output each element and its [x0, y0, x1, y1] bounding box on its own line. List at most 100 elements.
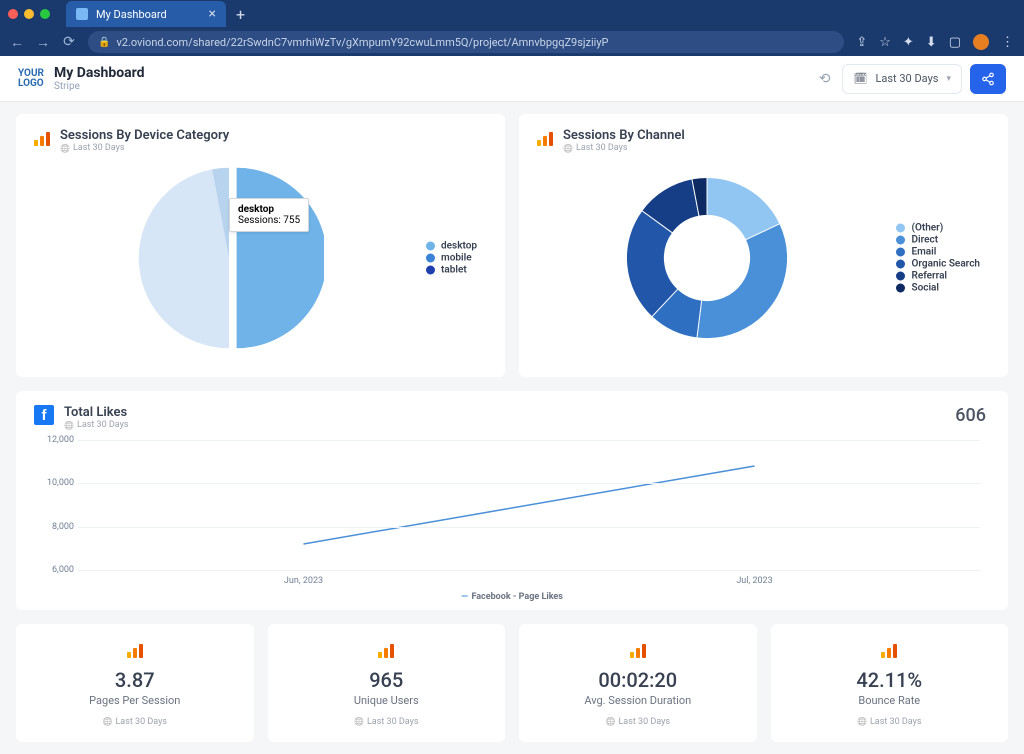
- metric-label: Unique Users: [280, 694, 494, 707]
- active-tab[interactable]: My Dashboard ×: [66, 1, 226, 27]
- x-tick-label: Jun, 2023: [284, 576, 323, 586]
- legend-swatch: [896, 236, 905, 245]
- date-range-label: Last 30 Days: [875, 72, 938, 85]
- facebook-icon: f: [34, 405, 54, 425]
- share-button[interactable]: [970, 64, 1006, 94]
- minimize-window-icon[interactable]: [24, 9, 34, 19]
- legend-swatch: [426, 266, 435, 275]
- metric-label: Avg. Session Duration: [531, 694, 745, 707]
- card-title: Sessions By Device Category: [60, 128, 229, 143]
- legend-item[interactable]: Email: [896, 247, 980, 258]
- date-range-selector[interactable]: 🗓 Last 30 Days ▾: [842, 64, 962, 94]
- total-likes-value: 606: [955, 405, 986, 426]
- card-subtitle: Last 30 Days: [60, 143, 229, 153]
- gridline: [78, 440, 980, 441]
- line-chart: 6,0008,00010,00012,000 Jun, 2023Jul, 202…: [34, 440, 990, 590]
- metric-value: 965: [280, 668, 494, 692]
- gridline: [78, 570, 980, 571]
- legend-label: Social: [911, 283, 939, 294]
- legend-item[interactable]: Direct: [896, 235, 980, 246]
- donut-legend: (Other)DirectEmailOrganic SearchReferral…: [896, 222, 980, 295]
- legend-item[interactable]: desktop: [426, 241, 477, 252]
- google-analytics-icon: [127, 642, 143, 658]
- window-controls: [8, 9, 50, 19]
- lock-icon: 🔒: [98, 37, 110, 48]
- menu-icon[interactable]: ⋮: [1001, 35, 1014, 50]
- metrics-row: 3.87 Pages Per Session Last 30 Days 965 …: [16, 624, 1008, 742]
- profile-avatar[interactable]: [973, 34, 989, 50]
- new-tab-button[interactable]: +: [236, 5, 245, 24]
- card-total-likes: f Total Likes Last 30 Days 606 6,0008,00…: [16, 391, 1008, 610]
- legend-item[interactable]: tablet: [426, 265, 477, 276]
- url-row: ← → ⟳ 🔒 v2.oviond.com/shared/22rSwdnC7vm…: [0, 28, 1024, 56]
- legend-item[interactable]: Referral: [896, 271, 980, 282]
- extensions-icon[interactable]: ✦: [903, 35, 914, 50]
- legend-swatch: [896, 248, 905, 257]
- url-text: v2.oviond.com/shared/22rSwdnC7vmrhiWzTv/…: [116, 36, 608, 49]
- download-icon[interactable]: ⬇: [926, 35, 937, 50]
- legend-label: Email: [911, 247, 936, 258]
- maximize-window-icon[interactable]: [40, 9, 50, 19]
- page-subtitle: Stripe: [54, 81, 145, 92]
- y-tick-label: 12,000: [47, 435, 74, 445]
- panel-icon[interactable]: ▢: [949, 35, 961, 50]
- metric-card: 3.87 Pages Per Session Last 30 Days: [16, 624, 254, 742]
- pie-chart: desktop Sessions: 755: [134, 163, 324, 353]
- legend-item[interactable]: mobile: [426, 253, 477, 264]
- chevron-down-icon: ▾: [946, 74, 951, 84]
- title-bar: My Dashboard × +: [0, 0, 1024, 28]
- metric-value: 3.87: [28, 668, 242, 692]
- card-sessions-by-channel: Sessions By Channel Last 30 Days (Other)…: [519, 114, 1008, 377]
- share-icon: [981, 72, 995, 86]
- legend-label: desktop: [441, 241, 477, 252]
- share-browser-icon[interactable]: ⇪: [856, 35, 867, 50]
- card-sessions-by-device: Sessions By Device Category Last 30 Days…: [16, 114, 505, 377]
- legend-label: mobile: [441, 253, 472, 264]
- legend-swatch: [426, 242, 435, 251]
- legend-label: tablet: [441, 265, 467, 276]
- legend-label: Referral: [911, 271, 947, 282]
- logo: YOUR LOGO: [18, 69, 44, 88]
- legend-swatch: [896, 260, 905, 269]
- legend-label: Direct: [911, 235, 938, 246]
- address-bar[interactable]: 🔒 v2.oviond.com/shared/22rSwdnC7vmrhiWzT…: [88, 31, 844, 53]
- pie-legend: desktopmobiletablet: [426, 240, 477, 277]
- forward-button[interactable]: →: [36, 34, 50, 51]
- google-analytics-icon: [537, 130, 553, 146]
- content: Sessions By Device Category Last 30 Days…: [0, 102, 1024, 754]
- card-subtitle: Last 30 Days: [64, 420, 129, 430]
- metric-label: Bounce Rate: [783, 694, 997, 707]
- google-analytics-icon: [881, 642, 897, 658]
- legend-item[interactable]: (Other): [896, 223, 980, 234]
- y-tick-label: 6,000: [52, 565, 74, 575]
- reload-button[interactable]: ⟳: [62, 34, 76, 50]
- metric-card: 965 Unique Users Last 30 Days: [268, 624, 506, 742]
- close-tab-icon[interactable]: ×: [209, 6, 216, 22]
- metric-subtitle: Last 30 Days: [354, 717, 419, 727]
- metric-value: 42.11%: [783, 668, 997, 692]
- line-series-label: Facebook - Page Likes: [471, 592, 562, 602]
- back-button[interactable]: ←: [10, 34, 24, 51]
- tab-favicon: [76, 8, 88, 20]
- metric-label: Pages Per Session: [28, 694, 242, 707]
- legend-swatch: [896, 284, 905, 293]
- metric-subtitle: Last 30 Days: [857, 717, 922, 727]
- title-block: My Dashboard Stripe: [54, 65, 145, 92]
- card-title: Sessions By Channel: [563, 128, 685, 143]
- bookmark-icon[interactable]: ☆: [879, 35, 891, 50]
- line-legend: — Facebook - Page Likes: [34, 592, 990, 602]
- legend-item[interactable]: Social: [896, 283, 980, 294]
- donut-chart: [617, 168, 797, 348]
- metric-subtitle: Last 30 Days: [102, 717, 167, 727]
- metric-value: 00:02:20: [531, 668, 745, 692]
- calendar-icon: 🗓: [853, 72, 867, 85]
- gridline: [78, 527, 980, 528]
- legend-item[interactable]: Organic Search: [896, 259, 980, 270]
- close-window-icon[interactable]: [8, 9, 18, 19]
- y-tick-label: 10,000: [47, 478, 74, 488]
- page-title: My Dashboard: [54, 65, 145, 81]
- metric-card: 00:02:20 Avg. Session Duration Last 30 D…: [519, 624, 757, 742]
- x-tick-label: Jul, 2023: [736, 576, 772, 586]
- refresh-button[interactable]: ⟲: [819, 71, 831, 87]
- legend-label: Organic Search: [911, 259, 980, 270]
